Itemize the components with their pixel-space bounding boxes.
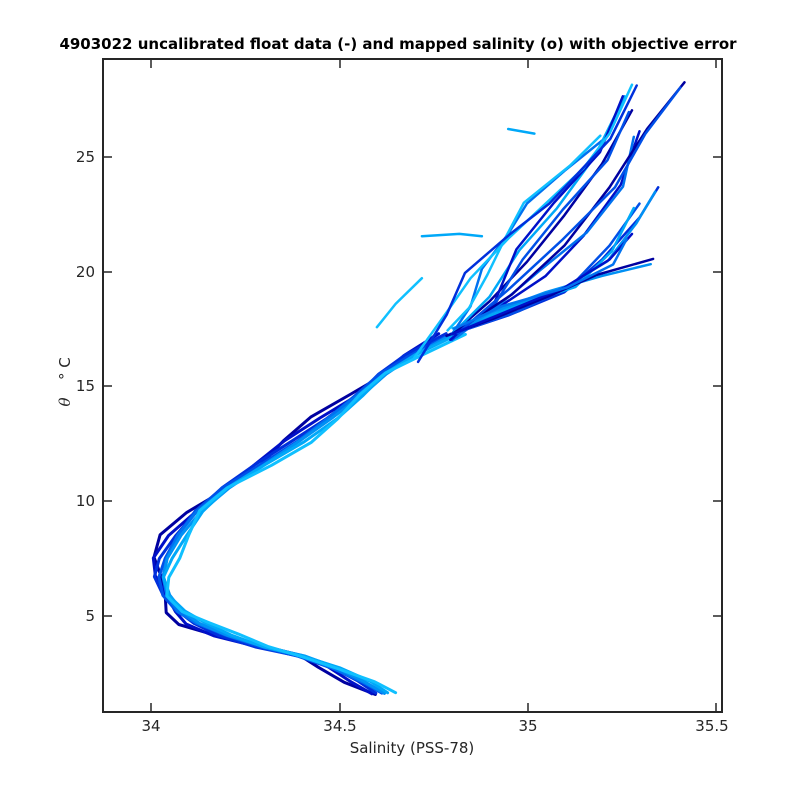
y-axis-label: θ ° C [56,357,74,406]
upper-profile-line [456,86,682,335]
x-axis-label: Salinity (PSS-78) [350,739,475,757]
upper-profile-line [450,262,652,336]
y-tick-label: 10 [76,492,95,510]
chart-title: 4903022 uncalibrated float data (-) and … [59,35,737,53]
profile-lines [151,81,686,696]
upper-profile-line [451,206,636,330]
y-tick-label: 5 [85,607,95,625]
upper-profile-line [452,237,628,331]
deep-profile-line [165,332,467,695]
plot-frame [102,58,723,713]
y-tick-label: 15 [76,377,95,395]
outlier-profile-line [420,232,484,238]
upper-profile-line [413,83,634,359]
deep-profile-line [161,332,455,695]
y-axis-label-unit: ° C [56,357,74,380]
upper-profile-line [416,84,638,364]
x-tick-label: 34.5 [323,717,356,735]
y-tick-label: 25 [76,148,95,166]
upper-profile-line [450,109,634,336]
y-tick-label: 20 [76,263,95,281]
outlier-profile-line [506,127,536,135]
x-axis: 34 34.5 35 35.5 Salinity (PSS-78) [141,59,729,757]
outlier-profile-line [375,276,424,329]
x-tick-label: 34 [141,717,160,735]
y-axis-label-symbol: θ [56,397,74,406]
y-axis: 25 20 15 10 5 θ ° C [56,148,722,625]
x-tick-label: 35.5 [695,717,728,735]
deep-profile-line [161,332,461,695]
deep-profile-line [161,332,454,695]
x-tick-label: 35 [518,717,537,735]
